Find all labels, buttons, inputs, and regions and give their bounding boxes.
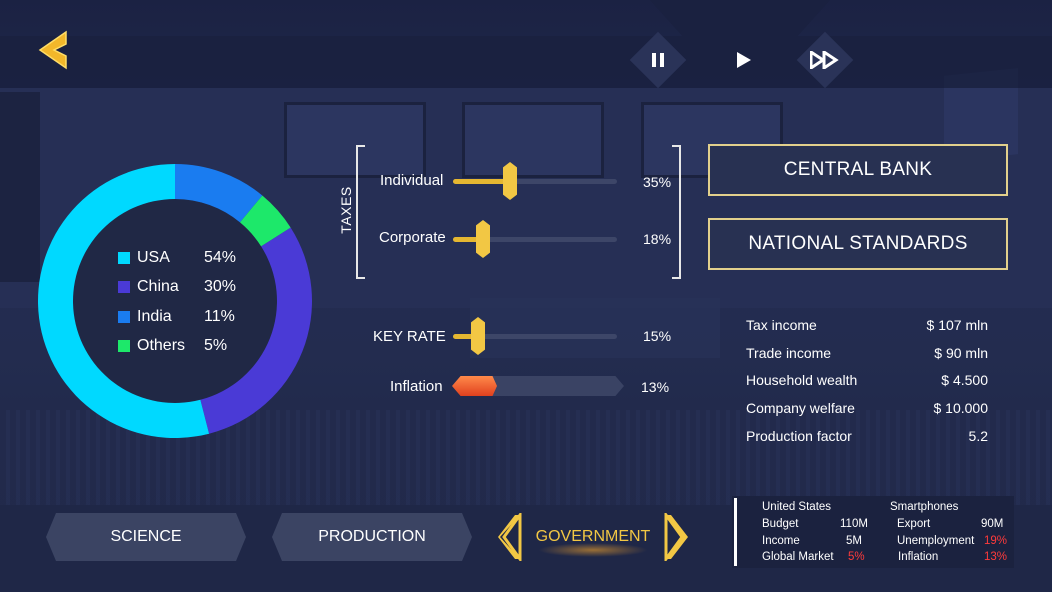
taxes-label: TAXES xyxy=(338,186,354,234)
chevron-left-icon xyxy=(38,30,67,70)
corporate-tax-label: Corporate xyxy=(379,229,446,246)
tab-label: GOVERNMENT xyxy=(535,528,651,545)
background-shelf-left xyxy=(0,92,40,282)
info-budget-label: Budget xyxy=(762,518,799,530)
info-product: Smartphones xyxy=(890,501,959,513)
stat-label: Tax income xyxy=(746,317,817,333)
info-unemployment-label: Unemployment xyxy=(897,535,975,547)
taxes-bracket-right xyxy=(672,145,681,279)
legend-value: 30% xyxy=(204,278,237,295)
slider-thumb[interactable] xyxy=(503,162,517,200)
info-market-label: Global Market xyxy=(762,551,834,563)
legend-swatch xyxy=(118,340,130,352)
top-bar xyxy=(0,36,1052,88)
stat-label: Company welfare xyxy=(746,400,855,416)
back-button[interactable] xyxy=(36,30,72,70)
info-unemployment-value: 19% xyxy=(984,535,1008,547)
corporate-tax-value: 18% xyxy=(643,231,672,247)
stat-value: $ 10.000 xyxy=(933,400,989,416)
inflation-value: 13% xyxy=(641,379,670,395)
market-share-donut xyxy=(38,164,312,438)
tab-background xyxy=(46,513,246,561)
info-market-value: 5% xyxy=(848,551,865,563)
tab-science[interactable]: SCIENCE xyxy=(46,513,246,561)
key-rate-value: 15% xyxy=(643,328,672,344)
legend-item-usa: USA 54% xyxy=(118,248,236,268)
info-export-label: Export xyxy=(897,518,931,530)
background-screen-mid xyxy=(462,102,604,178)
donut-slice-india xyxy=(175,164,263,223)
slider-fill xyxy=(453,237,483,242)
legend-swatch xyxy=(118,311,130,323)
key-rate-slider[interactable] xyxy=(453,317,617,355)
tab-label: SCIENCE xyxy=(110,528,182,545)
fast-forward-icon xyxy=(810,51,839,69)
legend-value: 54% xyxy=(204,249,237,266)
donut-slice-others xyxy=(240,195,291,247)
taxes-bracket-left xyxy=(356,145,365,279)
donut-slice-usa xyxy=(38,164,210,438)
inflation-bar xyxy=(452,376,624,396)
corporate-tax-slider[interactable] xyxy=(453,220,617,258)
legend-label: Others xyxy=(137,337,186,354)
play-button[interactable] xyxy=(722,44,766,76)
info-budget-value: 110M xyxy=(840,518,868,530)
legend-label: China xyxy=(137,278,179,295)
stat-value: $ 4.500 xyxy=(941,372,988,388)
legend-label: USA xyxy=(137,249,170,266)
info-income-label: Income xyxy=(762,535,800,547)
slider-fill xyxy=(453,179,510,184)
play-icon xyxy=(737,52,751,68)
individual-tax-label: Individual xyxy=(380,172,444,189)
info-country: United States xyxy=(762,501,832,513)
selected-left-chevron-icon xyxy=(498,513,522,561)
tab-production[interactable]: PRODUCTION xyxy=(272,513,472,561)
info-panel-divider xyxy=(734,498,737,566)
inflation-bar-fill xyxy=(452,376,497,396)
pause-button[interactable] xyxy=(636,44,680,76)
legend-swatch xyxy=(118,281,130,293)
selected-right-chevron-icon xyxy=(664,513,688,561)
legend-swatch xyxy=(118,252,130,264)
legend-value: 11% xyxy=(204,308,235,325)
stat-label: Household wealth xyxy=(746,372,858,388)
stat-label: Production factor xyxy=(746,428,852,444)
national-standards-button[interactable]: NATIONAL STANDARDS xyxy=(708,218,1008,270)
tab-label: PRODUCTION xyxy=(318,528,426,545)
legend-item-india: India 11% xyxy=(118,307,235,327)
donut-slice-china xyxy=(200,227,312,434)
legend-item-others: Others 5% xyxy=(118,336,227,356)
info-income-value: 5M xyxy=(846,535,862,547)
slider-thumb[interactable] xyxy=(476,220,490,258)
key-rate-label: KEY RATE xyxy=(373,328,446,345)
stat-value: $ 107 mln xyxy=(926,317,988,333)
tab-government[interactable]: GOVERNMENT xyxy=(498,513,688,561)
individual-tax-value: 35% xyxy=(643,174,672,190)
info-panel xyxy=(732,496,1014,568)
legend-value: 5% xyxy=(204,337,228,354)
legend-item-china: China 30% xyxy=(118,277,236,297)
slider-fill xyxy=(453,334,478,339)
slider-thumb[interactable] xyxy=(471,317,485,355)
stat-value: $ 90 mln xyxy=(934,345,988,361)
tab-background xyxy=(272,513,472,561)
info-inflation-label: Inflation xyxy=(898,551,939,563)
tab-glow xyxy=(538,543,648,557)
central-bank-button[interactable]: CENTRAL BANK xyxy=(708,144,1008,196)
info-export-value: 90M xyxy=(981,518,1004,530)
info-inflation-value: 13% xyxy=(984,551,1008,563)
pause-icon xyxy=(652,53,664,67)
stat-value: 5.2 xyxy=(968,428,988,444)
legend-label: India xyxy=(137,308,172,325)
inflation-label: Inflation xyxy=(390,378,443,395)
background-screen-left xyxy=(284,102,426,178)
fast-forward-button[interactable] xyxy=(803,44,847,76)
individual-tax-slider[interactable] xyxy=(453,162,617,200)
top-notch xyxy=(650,0,830,36)
stat-label: Trade income xyxy=(746,345,832,361)
background-desk xyxy=(470,298,720,358)
